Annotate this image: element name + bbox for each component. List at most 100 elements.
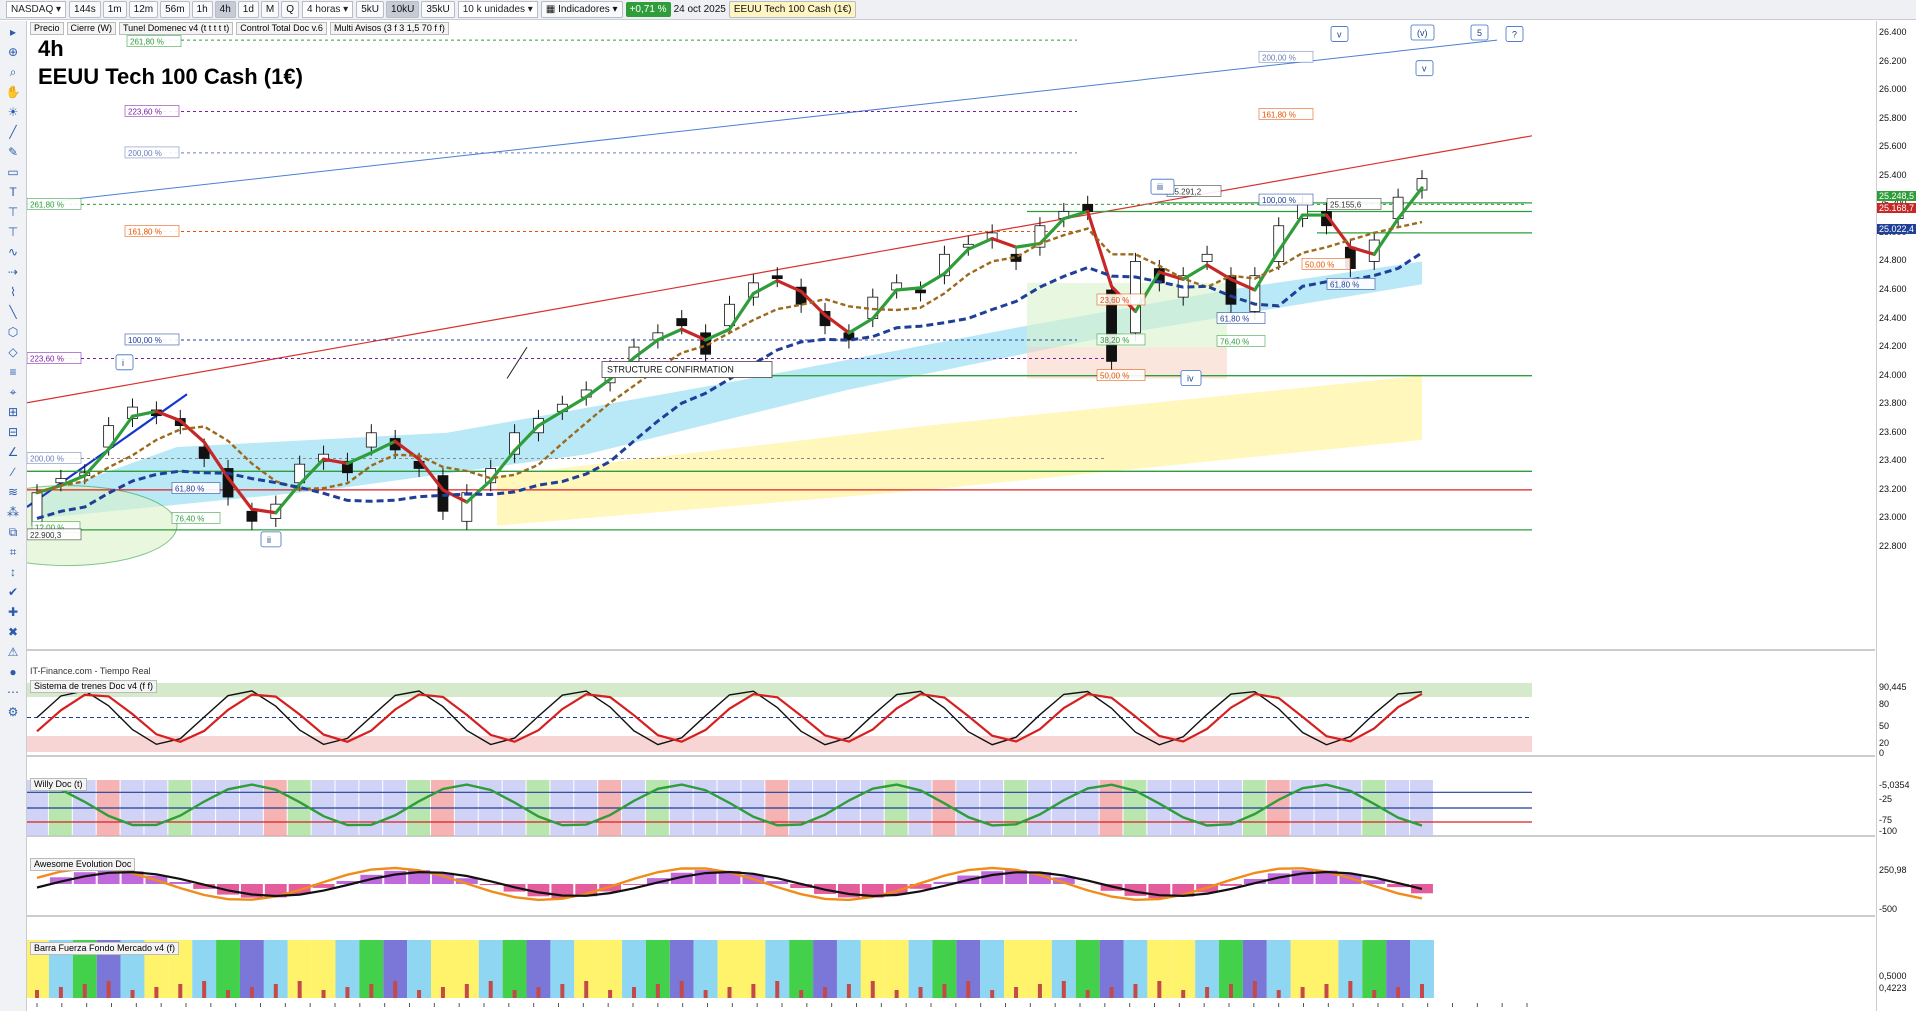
price-tick-label: 25.800 <box>1879 112 1907 123</box>
drawing-tool-icon[interactable]: ╲ <box>9 305 17 319</box>
drawing-tool-icon[interactable]: ● <box>9 665 17 679</box>
barra-bar <box>106 981 111 998</box>
awesome-bar <box>885 884 908 895</box>
panel-label-willy[interactable]: Willy Doc (t) <box>30 778 87 791</box>
indicators-button[interactable]: ▦ Indicadores ▾ <box>540 1 623 18</box>
fast-ma-segment <box>393 439 421 461</box>
fast-ma-segment <box>918 271 947 290</box>
timeframe-button-144s[interactable]: 144s <box>69 1 101 18</box>
drawing-tool-icon[interactable]: ▸ <box>9 25 17 39</box>
barra-bar <box>1085 990 1090 998</box>
date-label: 29 <box>1472 1010 1482 1011</box>
timeframe-button-Q[interactable]: Q <box>281 1 300 18</box>
symbol-select[interactable]: NASDAQ ▾ <box>6 1 67 18</box>
overlay-label[interactable]: Multi Avisos (3 f 3 1,5 70 f f) <box>329 22 449 35</box>
wave-label: ii <box>267 535 271 545</box>
drawing-tool-icon[interactable]: ⊟ <box>7 425 19 439</box>
fast-ma-segment <box>345 451 373 466</box>
drawing-tool-icon[interactable]: ✋ <box>5 85 21 99</box>
instrument-tag[interactable]: EEUU Tech 100 Cash (1€) <box>728 1 857 18</box>
barra-band <box>860 940 885 998</box>
overlay-label[interactable]: Tunel Domenec v4 (t t t t t) <box>119 22 234 35</box>
period-select[interactable]: 4 horas ▾ <box>302 1 354 18</box>
drawing-tool-icon[interactable]: ⌇ <box>10 285 16 299</box>
overlay-label[interactable]: Cierre (W) <box>66 22 117 35</box>
timeframe-button-56m[interactable]: 56m <box>160 1 190 18</box>
drawing-tool-icon[interactable]: ∕ <box>11 465 14 479</box>
barra-band <box>1242 940 1267 998</box>
fast-ma-segment <box>1038 217 1066 246</box>
fast-ma-segment <box>1372 217 1400 256</box>
barra-band <box>526 940 551 998</box>
barra-bar <box>1324 984 1329 998</box>
overlay-label[interactable]: Control Total Doc v.6 <box>236 22 327 35</box>
unit-button-5kU[interactable]: 5kU <box>356 1 385 18</box>
drawing-tool-icon[interactable]: ▭ <box>7 165 19 179</box>
drawing-tool-icon[interactable]: ⌖ <box>9 385 17 399</box>
drawing-tool-icon[interactable]: ≋ <box>7 485 19 499</box>
drawing-tool-icon[interactable]: ↕ <box>10 565 16 579</box>
units-select[interactable]: 10 k unidades ▾ <box>457 1 538 18</box>
unit-button-10kU[interactable]: 10kU <box>386 1 420 18</box>
drawing-tool-icon[interactable]: ⧉ <box>8 525 18 539</box>
drawing-tool-icon[interactable]: ✚ <box>7 605 19 619</box>
awesome-bar <box>670 872 693 884</box>
trenes-line-red <box>36 692 1423 743</box>
drawing-tool-icon[interactable]: ☀ <box>7 105 19 119</box>
drawing-tool-icon[interactable]: ╱ <box>9 125 17 139</box>
fast-ma-segment <box>847 316 875 335</box>
drawing-tool-icon[interactable]: ◇ <box>8 345 18 359</box>
fib-label: 50,00 % <box>1100 372 1129 381</box>
panel-label-awesome[interactable]: Awesome Evolution Doc <box>30 858 136 871</box>
yellow-zone <box>497 375 1422 526</box>
drawing-tool-icon[interactable]: ⁂ <box>7 505 19 519</box>
date-label: 23 <box>1348 1010 1358 1011</box>
drawing-tool-icon[interactable]: ✔ <box>7 585 19 599</box>
drawing-tool-icon[interactable]: ⌗ <box>9 545 17 559</box>
drawing-tool-icon[interactable]: T <box>9 185 17 199</box>
drawing-tool-icon[interactable]: ⊤ <box>7 205 19 219</box>
drawing-tool-icon[interactable]: ⊤ <box>7 225 19 239</box>
price-axis[interactable]: 26.400 26.200 26.000 25.800 25.600 25.400 25.2… <box>1876 21 1916 1011</box>
overlay-label[interactable]: Precio <box>30 22 64 35</box>
date-label: 19 <box>752 1010 762 1011</box>
drawing-tool-icon[interactable]: ⚙ <box>7 705 19 719</box>
barra-bar <box>1348 981 1353 998</box>
date-label: 08 <box>32 1010 42 1011</box>
drawing-tool-icon[interactable]: ✎ <box>7 145 19 159</box>
timeframe-button-1h[interactable]: 1h <box>191 1 213 18</box>
drawing-tool-icon[interactable]: ⋯ <box>7 685 19 699</box>
timeframe-button-1m[interactable]: 1m <box>102 1 127 18</box>
barra-band <box>287 940 312 998</box>
drawing-tool-icon[interactable]: ⚠ <box>7 645 19 659</box>
timeframe-button-1d[interactable]: 1d <box>237 1 259 18</box>
drawing-tool-icon[interactable]: ∿ <box>7 245 19 259</box>
chart-canvas[interactable]: 261,80 % 223,60 % 200,00 % 261,80 % 161,80 %… <box>27 21 1875 1011</box>
timeframe-button-M[interactable]: M <box>260 1 280 18</box>
wave-label: 5 <box>1477 28 1482 38</box>
barra-bar <box>536 987 541 998</box>
barra-band <box>1195 940 1220 998</box>
barra-bar <box>560 984 565 998</box>
fast-ma-segment <box>226 476 254 511</box>
fast-ma-segment <box>942 247 970 276</box>
candle-body <box>342 460 353 474</box>
drawing-tool-icon[interactable]: ⊞ <box>7 405 19 419</box>
date-label: 12 <box>1150 1010 1160 1011</box>
unit-button-35kU[interactable]: 35kU <box>421 1 455 18</box>
panel-label-barra[interactable]: Barra Fuerza Fondo Mercado v4 (f) <box>30 942 180 955</box>
fib-label-box <box>1216 312 1266 324</box>
drawing-tool-icon[interactable]: ⇢ <box>7 265 19 279</box>
drawing-tool-icon[interactable]: ⬡ <box>7 325 19 339</box>
drawing-tool-icon[interactable]: ≡ <box>9 365 17 379</box>
drawing-tool-icon[interactable]: ⌕ <box>9 65 17 79</box>
panel-label-trenes[interactable]: Sistema de trenes Doc v4 (f f) <box>30 680 158 693</box>
timeframe-button-12m[interactable]: 12m <box>128 1 159 18</box>
wave-label: (v) <box>1417 28 1428 38</box>
drawing-tool-icon[interactable]: ⊕ <box>7 45 19 59</box>
drawing-tool-icon[interactable]: ✖ <box>7 625 19 639</box>
candle-body <box>55 478 67 484</box>
drawing-tool-icon[interactable]: ∠ <box>7 445 19 459</box>
timeframe-button-4h[interactable]: 4h <box>214 1 236 18</box>
date-label: 26 <box>876 1010 886 1011</box>
